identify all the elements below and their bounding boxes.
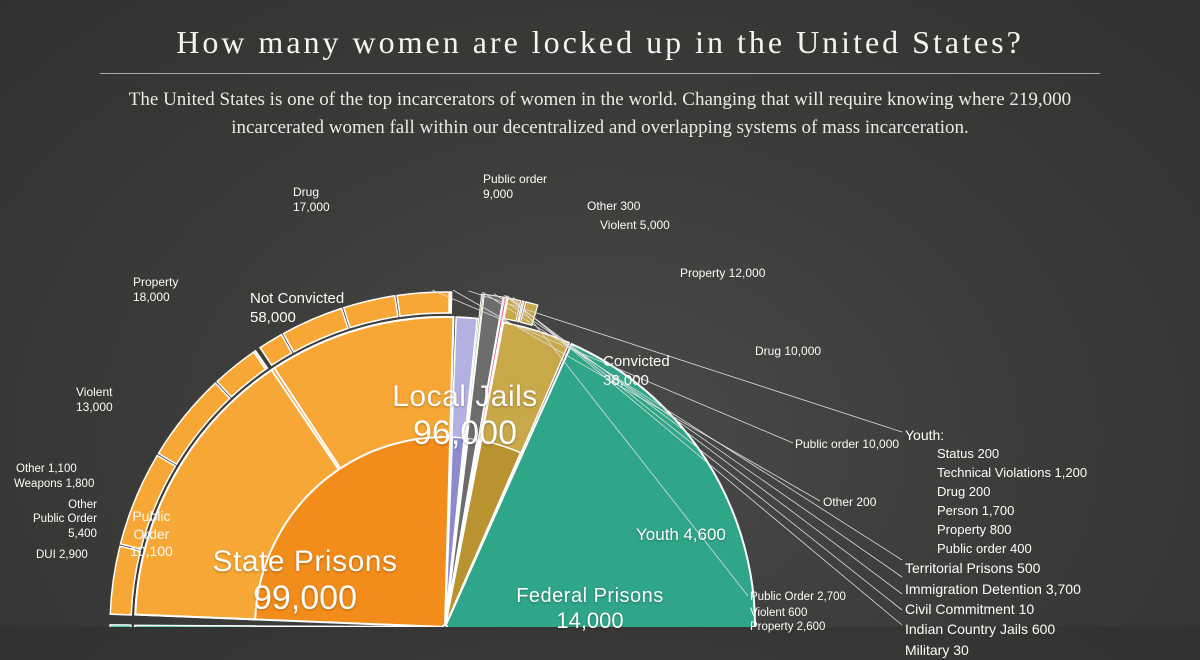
annot-violent-13: Violent13,000 — [76, 385, 113, 415]
annot-fed-po: Public Order 2,700 — [750, 590, 846, 604]
side-item: Indian Country Jails 600 — [905, 619, 1087, 639]
side-item: Territorial Prisons 500 — [905, 558, 1087, 578]
annot-drug-10: Drug 10,000 — [755, 344, 821, 359]
label-youth: Youth 4,600 — [636, 525, 726, 545]
annot-property-12: Property 12,000 — [680, 266, 765, 281]
annot-drug-17: Drug17,000 — [293, 185, 330, 215]
label-state-prisons: State Prisons 99,000 — [195, 545, 415, 618]
annot-public-10: Public order 10,000 — [795, 437, 899, 452]
annot-dui: DUI 2,900 — [36, 548, 88, 562]
annot-fed-property: Property 2,600 — [750, 620, 825, 634]
youth-item: Property 800 — [905, 521, 1087, 540]
annot-public-9: Public order9,000 — [483, 172, 547, 202]
label-local-jails: Local Jails 96,000 — [355, 380, 575, 453]
annot-weapons: Weapons 1,800 — [14, 477, 94, 491]
annot-other-300: Other 300 — [587, 199, 640, 214]
youth-item: Person 1,700 — [905, 502, 1087, 521]
annot-not-convicted: Not Convicted 58,000 — [250, 290, 344, 328]
side-item: Military 30 — [905, 640, 1087, 660]
annot-po-10100: PublicOrder10,100 — [130, 508, 173, 561]
side-item: Civil Commitment 10 — [905, 599, 1087, 619]
annot-property-18: Property18,000 — [133, 275, 178, 305]
annot-other-po: OtherPublic Order5,400 — [33, 498, 97, 541]
annot-fed-violent: Violent 600 — [750, 606, 807, 620]
youth-item: Status 200 — [905, 445, 1087, 464]
youth-header: Youth: — [905, 425, 1087, 445]
youth-item: Technical Violations 1,200 — [905, 464, 1087, 483]
youth-item: Public order 400 — [905, 540, 1087, 559]
youth-item: Drug 200 — [905, 483, 1087, 502]
annot-convicted: Convicted 38,000 — [603, 353, 670, 391]
annot-violent-5: Violent 5,000 — [600, 218, 670, 233]
annot-other-200: Other 200 — [823, 495, 876, 510]
side-item: Immigration Detention 3,700 — [905, 579, 1087, 599]
side-list: Youth: Status 200 Technical Violations 1… — [905, 425, 1087, 660]
annot-other-1100: Other 1,100 — [16, 462, 77, 476]
